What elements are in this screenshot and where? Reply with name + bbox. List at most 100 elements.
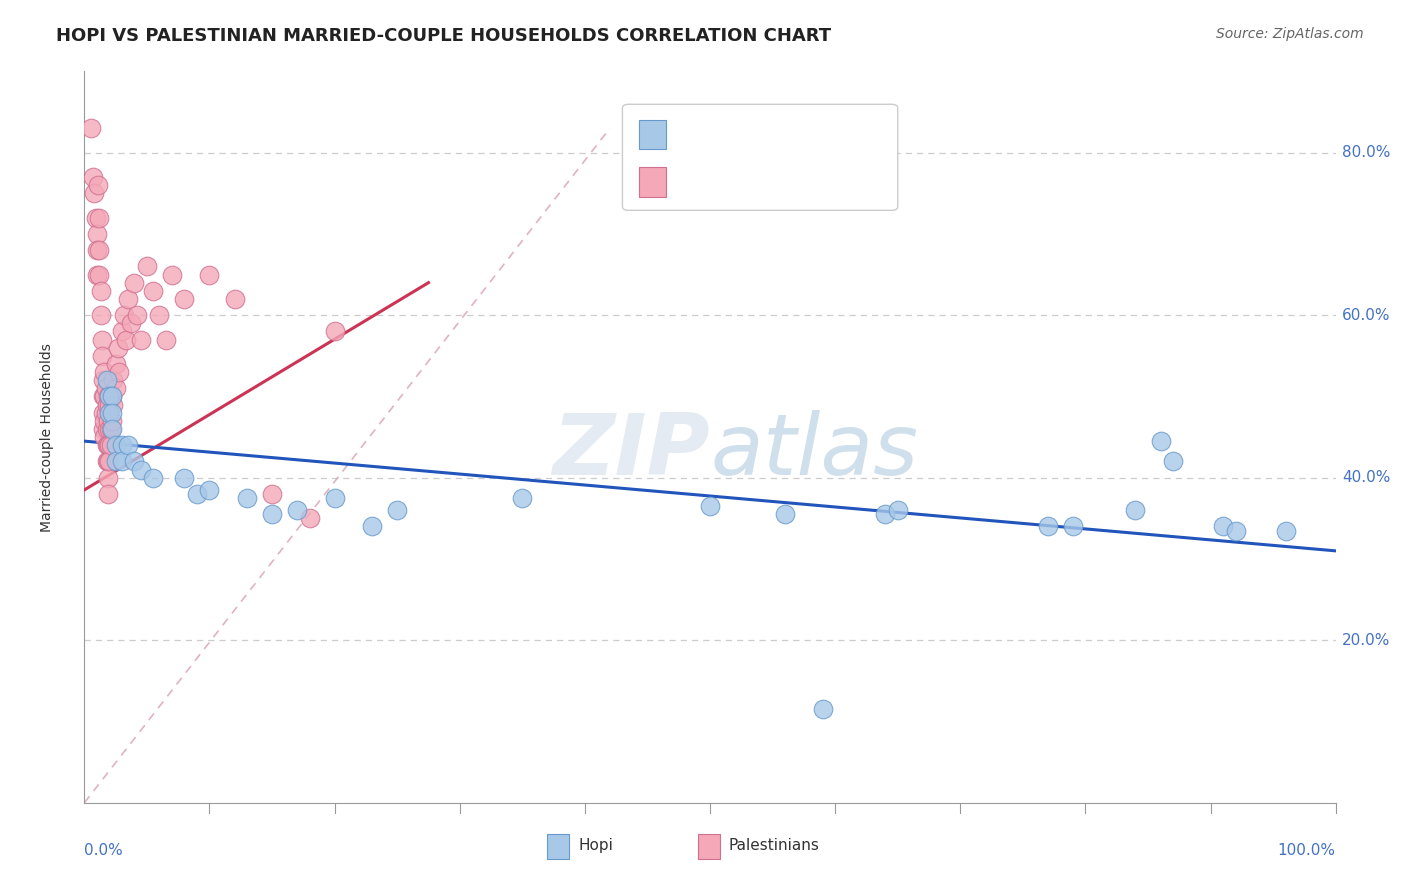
Point [1274,524,1296,538]
Point [224,292,246,306]
Point [142,284,165,298]
Point [111,454,134,468]
Point [101,398,124,412]
Point [361,519,384,533]
Point [83,186,105,201]
Point [107,341,129,355]
Point [104,438,127,452]
Text: 0.0%: 0.0% [84,843,124,858]
Point [86,268,108,282]
FancyBboxPatch shape [638,120,666,149]
Point [98,398,121,412]
Point [104,357,127,371]
Point [155,333,177,347]
Point [117,438,139,452]
Point [236,491,259,505]
Point [262,487,284,501]
Text: N = 67: N = 67 [792,173,859,191]
Point [262,508,284,522]
Point [90,333,112,347]
Point [101,389,124,403]
Point [96,454,118,468]
Point [298,511,321,525]
Point [160,268,183,282]
Point [93,389,115,403]
Point [98,406,121,420]
FancyBboxPatch shape [623,104,898,211]
Point [323,325,346,339]
FancyBboxPatch shape [638,167,666,197]
Text: R = -0.506: R = -0.506 [679,126,775,144]
Point [1225,524,1247,538]
Point [875,508,897,522]
Text: atlas: atlas [710,410,918,493]
Point [97,389,120,403]
Point [84,211,107,225]
Point [89,211,111,225]
Text: N = 28: N = 28 [792,126,859,144]
Point [114,333,136,347]
Text: 100.0%: 100.0% [1278,843,1336,858]
Point [90,308,112,322]
Text: 60.0%: 60.0% [1341,308,1391,323]
Point [125,308,148,322]
Point [129,333,152,347]
Point [100,438,122,452]
Point [104,381,127,395]
Point [97,471,120,485]
Point [148,308,170,322]
Text: Married-couple Households: Married-couple Households [39,343,53,532]
Point [773,508,796,522]
Point [98,422,121,436]
Point [98,389,121,403]
Point [91,373,114,387]
Text: 80.0%: 80.0% [1341,145,1391,161]
Point [97,487,120,501]
Point [96,373,118,387]
Point [82,169,104,184]
Point [86,243,108,257]
Point [101,389,124,403]
Point [86,227,108,241]
Point [96,398,118,412]
Point [100,422,122,436]
Point [1062,519,1084,533]
Point [90,284,112,298]
Point [1161,454,1184,468]
Point [96,422,118,436]
Point [101,373,124,387]
Text: 20.0%: 20.0% [1341,632,1391,648]
FancyBboxPatch shape [547,833,569,859]
Point [699,499,721,513]
Text: ZIP: ZIP [553,410,710,493]
Point [91,406,114,420]
Point [1212,519,1234,533]
Point [89,268,111,282]
Point [93,365,115,379]
Point [89,243,111,257]
Point [186,487,208,501]
Point [101,422,124,436]
Point [198,268,221,282]
Point [104,454,127,468]
Point [112,308,135,322]
Point [198,483,221,497]
Point [129,462,152,476]
Point [94,406,117,420]
Point [97,438,120,452]
Point [93,430,115,444]
Text: R =  0.256: R = 0.256 [679,173,775,191]
Point [111,325,134,339]
Point [97,454,120,468]
Point [136,260,159,274]
Text: 40.0%: 40.0% [1341,470,1391,485]
Point [124,454,146,468]
Point [108,365,131,379]
Point [87,178,110,193]
Point [91,389,114,403]
Point [96,438,118,452]
Point [1125,503,1147,517]
Point [173,471,195,485]
Point [79,121,101,136]
Point [93,414,115,428]
